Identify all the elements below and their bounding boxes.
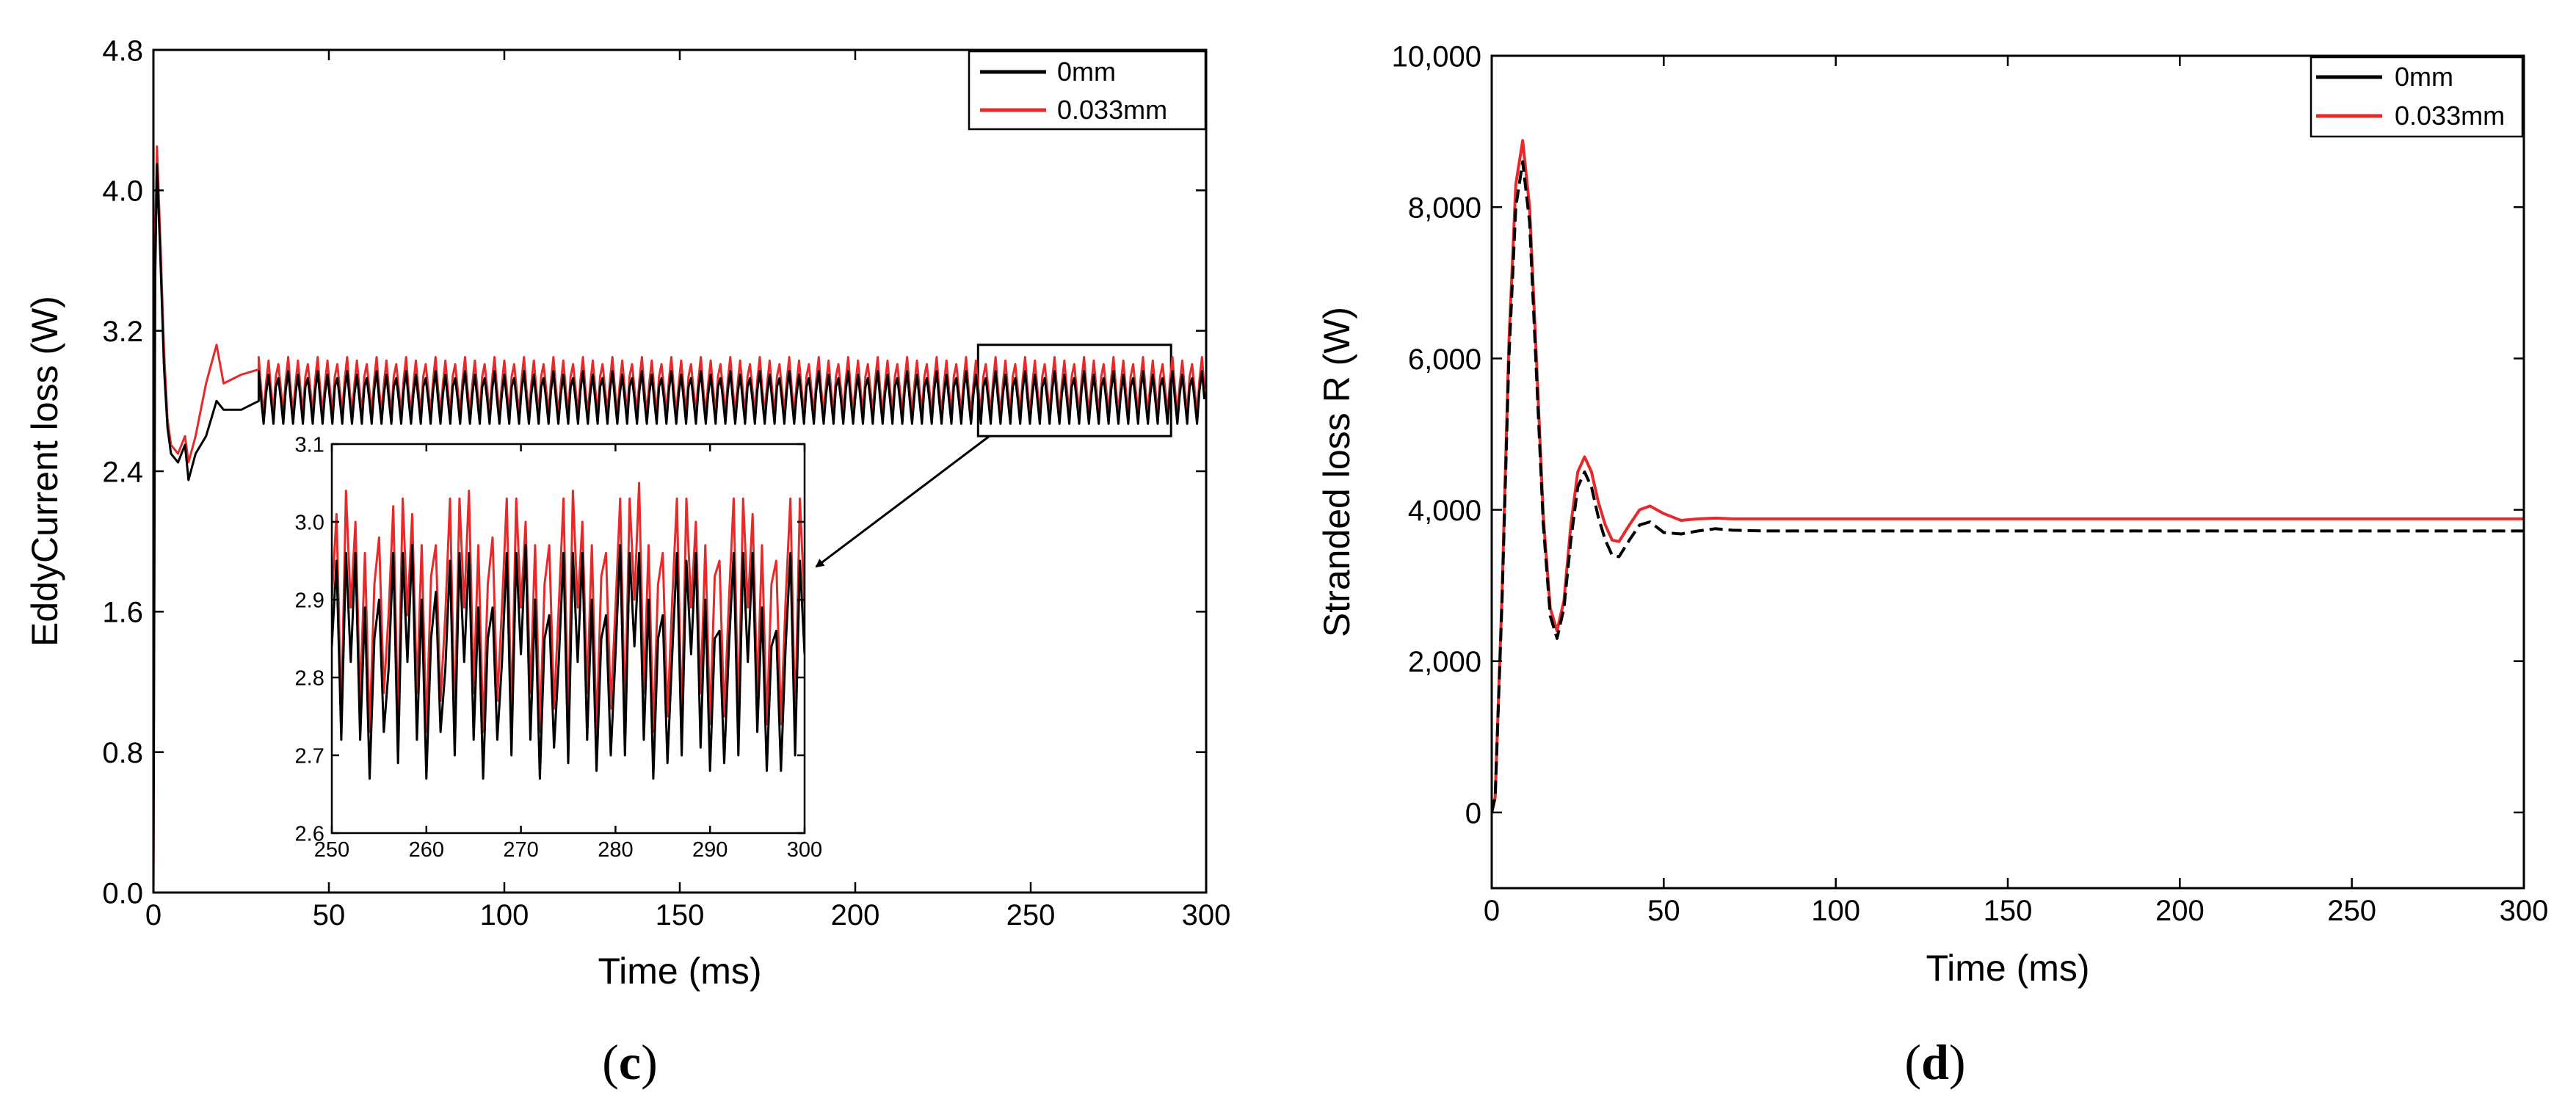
inset-x-tick-label: 250: [314, 838, 349, 862]
panel-c-x-tick-label: 0: [145, 899, 162, 931]
panel-c-y-tick-label: 2.4: [102, 456, 143, 488]
panel-d-x-tick-label: 100: [1811, 895, 1860, 927]
panel-d-x-tick-label: 300: [2500, 895, 2549, 927]
panel-d-y-tick-label: 8,000: [1408, 192, 1481, 225]
panel-d-y-tick-label: 6,000: [1408, 344, 1481, 376]
inset-x-tick-label: 260: [409, 838, 444, 862]
inset-frame: [330, 443, 806, 835]
inset-x-tick-label: 290: [692, 838, 728, 862]
panel-label-c: (c): [602, 1034, 658, 1090]
panel-c-x-axis-label: Time (ms): [598, 951, 761, 992]
inset-y-tick-label: 3.1: [295, 433, 324, 457]
panel-c-y-axis-label: EddyCurrent loss (W): [24, 296, 65, 647]
inset-y-tick-label: 2.9: [295, 589, 324, 612]
panel-c-x-tick-label: 200: [831, 899, 880, 931]
panel-d-plot-frame: [1490, 54, 2525, 890]
panel-d-legend-box: [2310, 56, 2524, 138]
panel-c-y-tick-label: 1.6: [102, 597, 143, 629]
panel-c-y-tick-label: 4.8: [102, 34, 143, 67]
panel-c-x-tick-label: 50: [313, 899, 346, 931]
panel-d-x-tick-label: 200: [2155, 895, 2205, 927]
panel-c-y-tick-label: 4.0: [102, 175, 143, 208]
legend-label-0033mm: 0.033mm: [1057, 95, 1167, 125]
panel-d-x-tick-label: 50: [1647, 895, 1680, 927]
panel-d-x-axis-label: Time (ms): [1926, 948, 2089, 989]
series-line-0mm: [153, 163, 1206, 893]
panel-c-y-tick-label: 3.2: [102, 316, 143, 348]
panel-c-x-tick-label: 100: [480, 899, 529, 931]
panel-c-legend: 0mm 0.033mm: [968, 50, 1207, 131]
panel-c-chart: 0 50 100 150 200 250 3000.00.81.62.43.24.04.8 …: [24, 34, 1230, 992]
panel-label-d: (d): [1904, 1034, 1965, 1090]
panel-d-x-tick-label: 0: [1484, 895, 1500, 927]
panel-c-x-tick-label: 250: [1006, 899, 1056, 931]
panel-d-y-tick-label: 4,000: [1408, 495, 1481, 527]
panel-c-y-tick-label: 0.8: [102, 737, 143, 769]
inset-x-tick-label: 280: [598, 838, 633, 862]
inset-ticks: 250 260 270 280 290 300 2.6 2.7 2.8 2.9 3.0 3.1: [295, 433, 823, 861]
panel-d-ticks: 0 50 100 150 200 250 300 0 2,000 4,000 6,000 8,000 1…: [1392, 40, 2549, 927]
inset-x-tick-label: 270: [503, 838, 538, 862]
panel-d-y-tick-label: 10,000: [1392, 40, 1481, 73]
panel-d-legend: 0mm 0.033mm: [2310, 56, 2524, 138]
inset-y-tick-label: 3.0: [295, 511, 324, 534]
panel-d-x-tick-label: 250: [2327, 895, 2376, 927]
inset-lines: [332, 481, 805, 780]
panel-d-chart: 0 50 100 150 200 250 300 0 2,000 4,000 6,000 8,000 1…: [1316, 40, 2548, 989]
legend-label-0033mm-d: 0.033mm: [2395, 101, 2505, 131]
panel-d-x-tick-label: 150: [1984, 895, 2033, 927]
panel-d-series-line-0mm: [1492, 160, 2524, 813]
legend-label-0mm-d: 0mm: [2395, 62, 2453, 92]
panel-c-lines: [153, 145, 1206, 893]
inset-x-tick-label: 300: [787, 838, 822, 862]
panel-c-legend-box: [968, 50, 1207, 131]
panel-c-x-tick-label: 300: [1182, 899, 1231, 931]
panel-d-series-line-0033mm: [1492, 139, 2524, 813]
zoom-arrow: [815, 435, 990, 568]
panel-d-lines: [1492, 139, 2524, 813]
inset-line-0mm: [332, 544, 805, 780]
panel-c-x-tick-label: 150: [656, 899, 705, 931]
inset-y-tick-label: 2.6: [295, 822, 324, 846]
inset-background: [332, 444, 805, 833]
legend-label-0mm: 0mm: [1057, 57, 1116, 87]
panel-d-y-tick-label: 2,000: [1408, 646, 1481, 678]
panel-c-ticks: 0 50 100 150 200 250 300 0.0 0.8 1.6 2.4 3.2 4.0 4.8: [102, 34, 1230, 931]
panel-d-y-tick-label: 0: [1465, 797, 1481, 829]
inset-y-tick-label: 2.7: [295, 744, 324, 768]
inset-y-tick-label: 2.8: [295, 666, 324, 690]
panel-c-y-tick-label: 0.0: [102, 877, 143, 909]
inset-zoom-chart: 250 260 270 280 290 300 2.6 2.7 2.8 2.9 3.0 3.1: [295, 433, 823, 861]
panel-d-y-axis-label: Stranded loss R (W): [1316, 307, 1357, 637]
